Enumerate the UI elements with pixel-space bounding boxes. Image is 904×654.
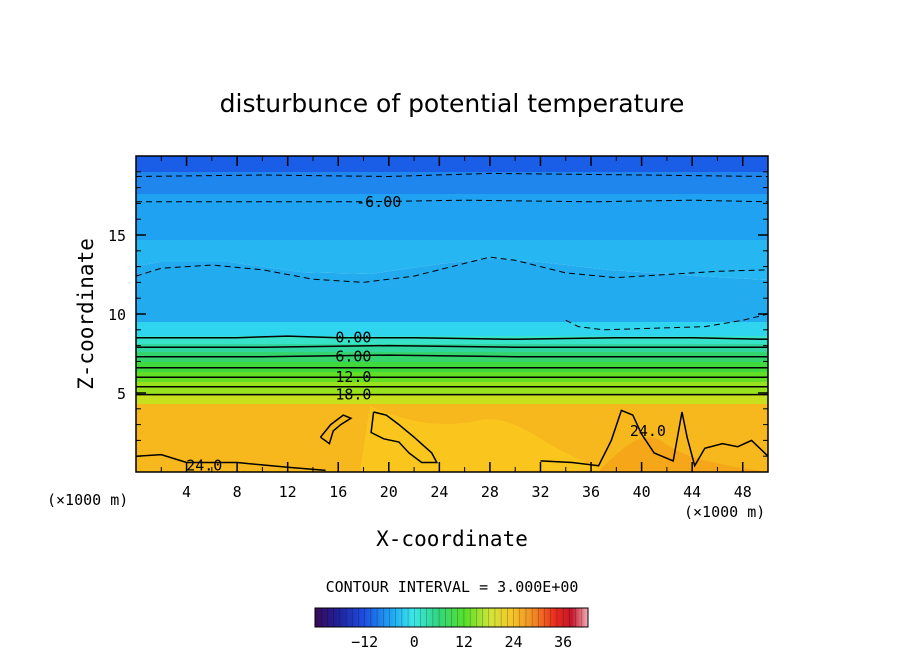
isoline-6 [136,354,768,358]
isoline-2 [136,256,768,283]
z-unit-label: (×1000 m) [47,491,128,509]
contour-label-1: 0.00 [335,329,371,347]
colorbar-tick-label-12: 12 [455,633,473,651]
colorbar: −12 0 12 24 36 [314,607,589,651]
contour-labels: -6.00 0.006.00 12.018.0 24.0 24.0 [186,193,666,475]
x-tick-label-24: 24 [430,483,448,501]
contour-label-2: 6.00 [335,348,371,366]
isoline-5 [136,344,768,348]
x-tick-label-16: 16 [329,483,347,501]
colorbar-tick-label--12: −12 [351,633,378,651]
contour-label-4: 18.0 [335,386,371,404]
colorbar-ticks: −12 0 12 24 36 [351,633,572,651]
isoline-4 [136,335,768,341]
x-tick-label-28: 28 [481,483,499,501]
x-tick-label-4: 4 [182,483,191,501]
z-axis: 5 10 15 [108,171,768,457]
contour-label-0: -6.00 [356,193,401,211]
x-tick-label-44: 44 [683,483,701,501]
colorbar-tick-label-0: 0 [410,633,419,651]
colorbar-cell-lines [320,608,583,627]
z-tick-label-10: 10 [108,306,126,324]
contour-interval-note: CONTOUR INTERVAL = 3.000E+00 [326,578,579,596]
chart-title: disturbunce of potential temperature [220,89,685,118]
isoline-14 [540,409,768,468]
z-tick-label-15: 15 [108,227,126,245]
colorbar-tick-label-24: 24 [505,633,523,651]
x-tick-label-8: 8 [233,483,242,501]
x-tick-label-36: 36 [582,483,600,501]
z-tick-label-5: 5 [117,385,126,403]
x-axis-label: X-coordinate [376,527,528,551]
contour-label-3: 12.0 [335,368,371,386]
contour-label-5: 24.0 [186,457,222,475]
x-tick-label-40: 40 [633,483,651,501]
colorbar-gradient [314,607,589,628]
isoline-13 [370,411,439,464]
x-tick-label-20: 20 [380,483,398,501]
colorbar-tick-label-36: 36 [554,633,572,651]
x-tick-label-12: 12 [279,483,297,501]
plot-area: -6.00 0.006.00 12.018.0 24.0 24.0 [136,156,768,475]
filled-contours [136,156,768,472]
isoline-3 [565,313,768,331]
x-axis: 4 8 12 16 20 24 28 32 36 40 44 48 [160,156,752,501]
isoline-0 [136,172,768,178]
x-tick-label-32: 32 [531,483,549,501]
isoline-12 [319,414,353,445]
isolines [136,172,768,472]
contour-label-6: 24.0 [630,422,666,440]
x-unit-label: (×1000 m) [684,503,765,521]
z-axis-label: Z-coordinate [74,238,98,390]
x-tick-label-48: 48 [734,483,752,501]
isoline-11 [136,453,326,472]
